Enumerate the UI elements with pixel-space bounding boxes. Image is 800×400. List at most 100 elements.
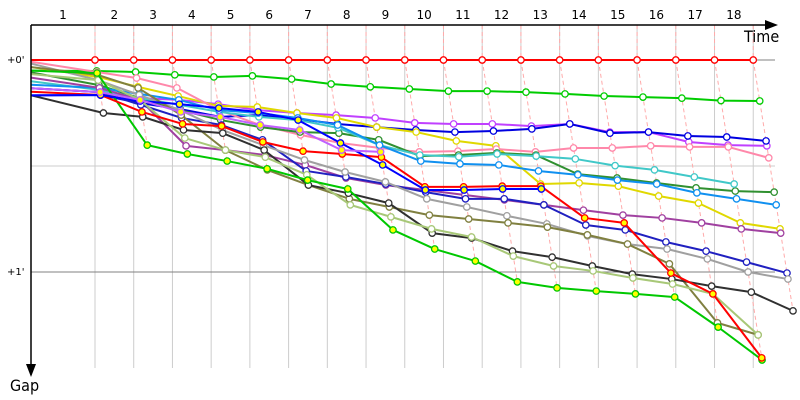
data-point xyxy=(96,88,104,97)
data-point xyxy=(378,161,387,169)
data-point xyxy=(710,56,719,64)
data-point xyxy=(410,119,419,127)
data-point xyxy=(540,201,548,209)
series-line xyxy=(30,87,381,153)
data-point xyxy=(633,56,641,64)
data-point xyxy=(592,287,601,295)
data-point xyxy=(471,257,480,265)
data-point xyxy=(421,186,430,194)
x-tick-label: 5 xyxy=(227,8,235,22)
y-tick-labels: +0' +1' xyxy=(7,55,25,278)
data-point xyxy=(346,201,355,209)
data-point xyxy=(207,56,216,64)
x-tick-label: 15 xyxy=(610,8,625,22)
data-point xyxy=(456,160,464,168)
data-point xyxy=(221,146,230,154)
data-point xyxy=(449,120,458,128)
data-point xyxy=(614,182,623,190)
data-point xyxy=(736,219,745,227)
lap-line xyxy=(597,25,636,294)
data-point xyxy=(589,267,597,275)
data-point xyxy=(527,125,536,133)
data-point xyxy=(460,186,468,194)
data-point xyxy=(717,96,725,105)
series-18 xyxy=(30,87,385,156)
data-point xyxy=(606,129,614,137)
x-tick-label: 14 xyxy=(571,8,586,22)
data-point xyxy=(762,137,770,145)
data-point xyxy=(575,179,583,187)
data-point xyxy=(500,195,509,203)
data-point xyxy=(724,143,733,151)
data-point xyxy=(254,108,262,116)
data-point xyxy=(341,168,349,176)
data-point xyxy=(747,288,756,296)
data-point xyxy=(666,269,675,277)
data-point xyxy=(749,56,758,64)
data-point xyxy=(498,185,507,193)
data-point xyxy=(287,75,296,83)
data-point xyxy=(677,94,686,103)
data-point xyxy=(260,146,269,154)
x-tick-label: 10 xyxy=(416,8,431,22)
data-point xyxy=(327,80,335,88)
data-point xyxy=(631,290,640,298)
data-point xyxy=(620,219,629,227)
data-point xyxy=(261,153,270,162)
data-point xyxy=(170,70,179,79)
data-point xyxy=(665,260,674,268)
y-tick-label: +1' xyxy=(7,267,25,278)
data-point xyxy=(99,109,108,117)
series-line xyxy=(30,94,794,312)
data-point xyxy=(714,323,722,331)
data-point xyxy=(179,126,188,134)
series-line xyxy=(30,73,759,336)
data-point xyxy=(493,150,501,158)
data-point xyxy=(697,219,706,227)
data-point xyxy=(548,253,557,262)
data-point xyxy=(654,192,663,200)
data-point xyxy=(332,114,341,122)
data-point xyxy=(611,161,619,170)
data-point xyxy=(223,157,232,165)
data-point xyxy=(175,100,184,109)
data-point xyxy=(259,138,267,146)
data-point xyxy=(690,173,699,181)
data-point xyxy=(722,133,731,141)
data-point xyxy=(579,206,588,215)
data-point xyxy=(295,126,304,134)
data-point xyxy=(91,56,99,64)
data-point xyxy=(513,278,522,286)
grid xyxy=(31,25,775,368)
x-tick-label: 1 xyxy=(59,8,67,22)
data-point xyxy=(362,56,370,64)
data-point xyxy=(650,166,659,174)
data-point xyxy=(376,148,385,156)
data-point xyxy=(209,73,218,81)
data-point xyxy=(371,114,380,122)
data-point xyxy=(583,231,592,239)
data-point xyxy=(454,152,463,161)
data-point xyxy=(517,56,525,64)
data-point xyxy=(662,238,670,246)
data-point xyxy=(744,268,752,276)
x-tick-labels: 1 2 3 4 5 6 7 8 9 10 11 12 13 14 15 16 17 18 xyxy=(59,8,741,22)
data-point xyxy=(683,132,692,140)
data-point xyxy=(742,258,751,266)
y-axis-title: Gap xyxy=(10,376,39,395)
data-point xyxy=(323,56,332,64)
data-point xyxy=(405,85,414,93)
data-point xyxy=(494,161,503,169)
data-point xyxy=(770,188,779,196)
data-point xyxy=(555,56,564,64)
x-tick-label: 3 xyxy=(149,8,157,22)
data-point xyxy=(478,56,487,64)
x-axis-arrow-icon xyxy=(765,20,778,30)
data-point xyxy=(764,154,773,162)
data-point xyxy=(489,127,498,135)
data-point xyxy=(134,84,142,92)
data-point xyxy=(509,252,518,260)
data-point xyxy=(299,147,307,156)
data-point xyxy=(284,56,293,64)
